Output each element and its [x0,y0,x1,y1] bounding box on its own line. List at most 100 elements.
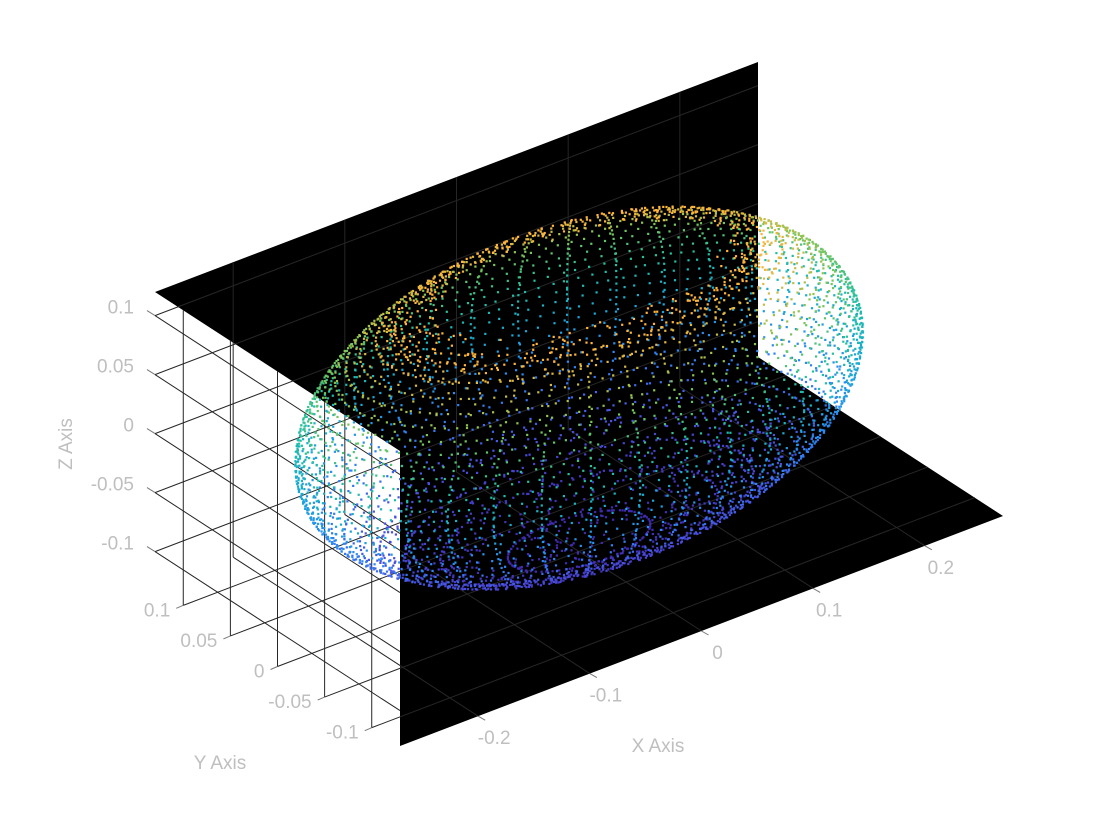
scatter-point [408,297,412,300]
scatter-point [498,583,501,586]
scatter-point [540,459,543,463]
scatter-point [418,500,421,503]
scatter-point [820,336,823,339]
scatter-point [717,439,721,442]
scatter-point [445,310,448,313]
scatter-point [456,427,459,430]
scatter-point [507,571,510,575]
scatter-point [708,259,711,262]
scatter-point [724,320,727,323]
scatter-point [341,529,344,532]
scatter-point [324,533,328,536]
scatter-point [376,536,379,540]
scatter-point [552,335,555,338]
scatter-point [707,441,711,444]
scatter-point [641,315,644,318]
scatter-point [333,450,336,453]
scatter-point [441,580,444,583]
scatter-point [683,314,686,317]
scatter-point [680,396,683,399]
scatter-point [452,586,455,589]
scatter-point [432,280,436,283]
scatter-point [334,385,337,388]
scatter-point [525,428,528,432]
scatter-point [448,558,451,561]
scatter-point [428,375,431,379]
scatter-point [674,508,677,511]
scatter-point [645,311,648,314]
scatter-point [630,208,633,211]
scatter-point [856,367,859,370]
scatter-point [482,412,485,415]
scatter-point [584,258,587,261]
scatter-point [362,555,365,558]
scatter-point [733,511,736,514]
scatter-point [558,233,561,236]
scatter-point [637,241,640,244]
scatter-point [357,390,360,393]
scatter-point [404,323,407,326]
scatter-point [348,469,351,472]
scatter-point [747,308,750,311]
scatter-point [825,414,828,417]
scatter-point [718,520,722,523]
scatter-point [614,357,617,360]
scatter-point [797,256,800,259]
scatter-point [799,287,802,291]
scatter-point [586,365,589,368]
scatter-point [412,469,415,473]
scatter-point [349,513,352,516]
scatter-point [359,422,363,426]
scatter-point [819,251,822,254]
scatter-point [725,347,728,350]
scatter-point [596,281,599,284]
scatter-point [740,496,743,499]
scatter-point [398,390,401,393]
scatter-point [643,209,646,212]
scatter-point [590,342,593,345]
scatter-point [698,498,701,501]
scatter-point [735,481,738,484]
scatter-point [644,549,647,552]
scatter-point [419,287,422,290]
scatter-point [749,240,752,243]
scatter-point [321,464,324,467]
scatter-point [752,220,755,223]
scatter-point [349,346,352,349]
scatter-point [849,281,852,284]
scatter-point [469,458,472,461]
scatter-point [326,538,329,541]
scatter-point [621,355,624,358]
scatter-point [716,255,719,258]
grid-z-line [154,203,759,435]
scatter-point [504,578,507,581]
scatter-point [715,389,718,392]
scatter-point [509,580,513,583]
scatter-point [581,515,584,518]
scatter-point [404,547,408,550]
scatter-point [762,420,765,423]
scatter-point [777,457,780,460]
scatter-point [333,413,336,416]
scatter-point [344,552,347,555]
scatter-point [702,440,705,443]
scatter-point [744,297,747,301]
scatter-point [797,252,800,255]
scatter-point [471,357,474,360]
scatter-point [484,579,488,582]
scatter-point [320,405,323,408]
scatter-point [566,297,569,301]
scatter-point [740,212,743,215]
scatter-point [843,374,846,377]
scatter-point [349,530,352,533]
scatter-point [439,361,442,364]
scatter-point [385,570,389,573]
scatter-point [678,422,681,425]
scatter-point [726,249,729,253]
scatter-point [803,431,806,434]
scatter-point [679,494,682,497]
scatter-point [414,293,417,296]
scatter-point [515,585,518,588]
scatter-point [814,337,817,340]
scatter-point [654,417,657,420]
